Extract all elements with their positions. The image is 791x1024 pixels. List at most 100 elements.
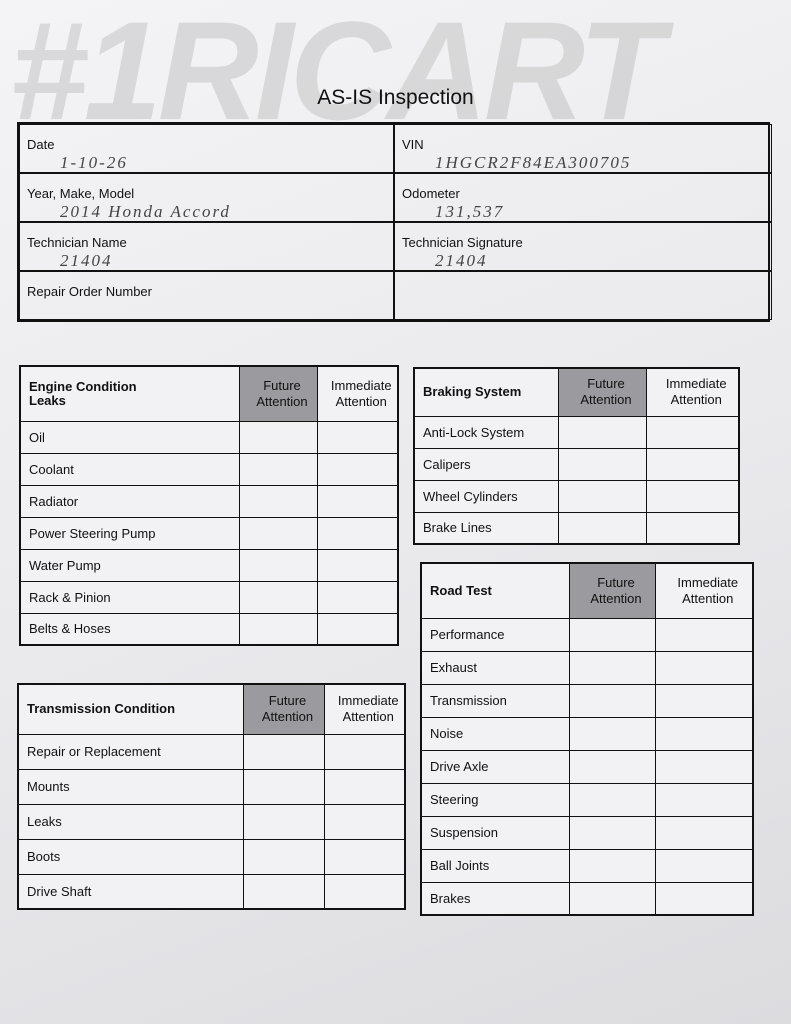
header-row: Braking System Future Attention Immediate … xyxy=(413,367,740,417)
check-cell xyxy=(242,873,325,910)
item-label: Boots xyxy=(17,838,244,875)
field-value: 131,537 xyxy=(435,202,505,221)
item-label: Ball Joints xyxy=(420,848,570,883)
column-header: Immediate Attention xyxy=(316,365,399,422)
check-cell xyxy=(242,838,325,875)
check-cell xyxy=(568,716,656,751)
field-label: Odometer xyxy=(402,186,460,201)
item-row: Performance xyxy=(420,617,754,652)
column-header: Future Attention xyxy=(557,367,647,417)
header-row: Transmission Condition Future Attention Im… xyxy=(17,683,406,735)
item-label: Transmission xyxy=(420,683,570,718)
item-row: Coolant xyxy=(19,452,399,486)
header-form: Date 1-10-26 VIN 1HGCR2F84EA300705 Year, Mak… xyxy=(17,122,772,322)
check-cell xyxy=(323,733,406,770)
check-cell xyxy=(557,479,647,513)
check-cell xyxy=(316,580,399,614)
item-label: Water Pump xyxy=(19,548,240,582)
column-header: Immediate Attention xyxy=(323,683,406,735)
item-label: Rack & Pinion xyxy=(19,580,240,614)
header-row: Road Test Future Attention Immediate Atten… xyxy=(420,562,754,619)
check-cell xyxy=(238,420,318,454)
check-cell xyxy=(654,716,754,751)
check-cell xyxy=(316,420,399,454)
item-row: Drive Shaft xyxy=(17,873,406,910)
column-header: Future Attention xyxy=(242,683,325,735)
check-cell xyxy=(568,749,656,784)
item-label: Mounts xyxy=(17,768,244,805)
item-label: Wheel Cylinders xyxy=(413,479,559,513)
check-cell xyxy=(557,447,647,481)
inspection-table: Engine Condition Leaks Future Attention Im… xyxy=(19,365,399,646)
item-label: Power Steering Pump xyxy=(19,516,240,550)
item-label: Drive Axle xyxy=(420,749,570,784)
item-row: Steering xyxy=(420,782,754,817)
field-label: Technician Signature xyxy=(402,235,523,250)
field-label: Year, Make, Model xyxy=(27,186,135,201)
check-cell xyxy=(654,815,754,850)
item-label: Oil xyxy=(19,420,240,454)
form-field: Odometer 131,537 xyxy=(394,173,772,222)
check-cell xyxy=(316,548,399,582)
check-cell xyxy=(238,612,318,646)
column-header: Future Attention xyxy=(568,562,656,619)
field-value: 21404 xyxy=(60,251,113,270)
column-header: Future Attention xyxy=(238,365,318,422)
item-row: Calipers xyxy=(413,447,740,481)
check-cell xyxy=(242,733,325,770)
check-cell xyxy=(238,452,318,486)
check-cell xyxy=(568,815,656,850)
check-cell xyxy=(568,782,656,817)
field-value: 21404 xyxy=(435,251,488,270)
check-cell xyxy=(568,650,656,685)
item-row: Leaks xyxy=(17,803,406,840)
item-label: Exhaust xyxy=(420,650,570,685)
check-cell xyxy=(645,479,740,513)
check-cell xyxy=(654,650,754,685)
check-cell xyxy=(238,548,318,582)
header-row: Engine Condition Leaks Future Attention Im… xyxy=(19,365,399,422)
inspection-table: Transmission Condition Future Attention Im… xyxy=(17,683,406,910)
check-cell xyxy=(557,415,647,449)
check-cell xyxy=(316,452,399,486)
item-row: Power Steering Pump xyxy=(19,516,399,550)
check-cell xyxy=(654,782,754,817)
check-cell xyxy=(568,617,656,652)
check-cell xyxy=(645,511,740,545)
item-row: Ball Joints xyxy=(420,848,754,883)
check-cell xyxy=(316,484,399,518)
table-title: Engine Condition Leaks xyxy=(19,365,240,422)
check-cell xyxy=(645,447,740,481)
form-field: Date 1-10-26 xyxy=(19,124,394,173)
item-row: Anti-Lock System xyxy=(413,415,740,449)
check-cell xyxy=(654,749,754,784)
check-cell xyxy=(242,803,325,840)
check-cell xyxy=(316,516,399,550)
item-label: Anti-Lock System xyxy=(413,415,559,449)
item-label: Brakes xyxy=(420,881,570,916)
check-cell xyxy=(654,881,754,916)
item-label: Performance xyxy=(420,617,570,652)
item-label: Drive Shaft xyxy=(17,873,244,910)
item-row: Belts & Hoses xyxy=(19,612,399,646)
item-row: Oil xyxy=(19,420,399,454)
item-label: Suspension xyxy=(420,815,570,850)
check-cell xyxy=(568,881,656,916)
check-cell xyxy=(323,838,406,875)
field-label: Technician Name xyxy=(27,235,127,250)
item-row: Drive Axle xyxy=(420,749,754,784)
check-cell xyxy=(242,768,325,805)
item-row: Brakes xyxy=(420,881,754,916)
field-value: 1HGCR2F84EA300705 xyxy=(435,153,632,172)
form-field: Year, Make, Model 2014 Honda Accord xyxy=(19,173,394,222)
form-field: Technician Name 21404 xyxy=(19,222,394,271)
table-title: Road Test xyxy=(420,562,570,619)
item-label: Calipers xyxy=(413,447,559,481)
column-header: Immediate Attention xyxy=(654,562,754,619)
inspection-table: Road Test Future Attention Immediate Atten… xyxy=(420,562,754,916)
item-row: Repair or Replacement xyxy=(17,733,406,770)
check-cell xyxy=(323,873,406,910)
item-row: Brake Lines xyxy=(413,511,740,545)
table-title: Braking System xyxy=(413,367,559,417)
